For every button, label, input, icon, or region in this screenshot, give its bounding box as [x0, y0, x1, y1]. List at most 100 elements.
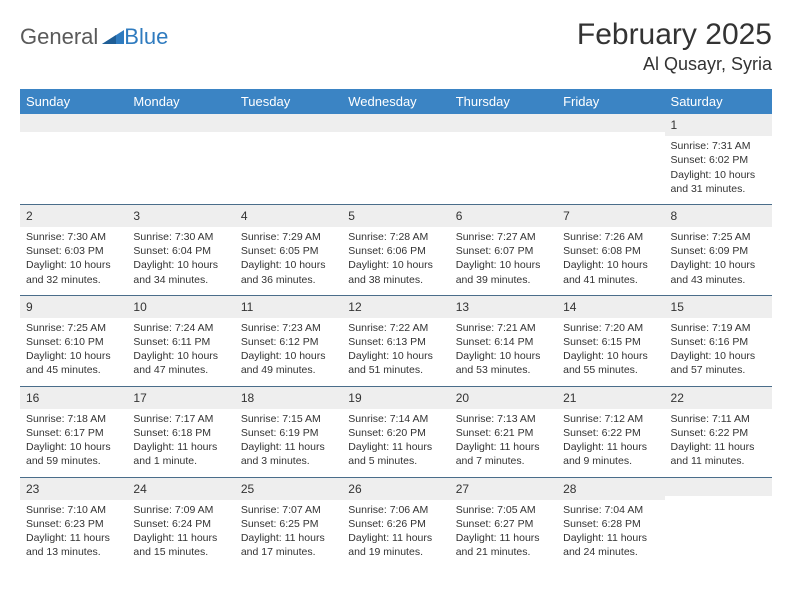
col-saturday: Saturday	[665, 89, 772, 114]
daylight-line: Daylight: 10 hours and 41 minutes.	[563, 258, 658, 286]
day-cell: 24Sunrise: 7:09 AMSunset: 6:24 PMDayligh…	[127, 477, 234, 567]
col-friday: Friday	[557, 89, 664, 114]
daylight-line: Daylight: 11 hours and 13 minutes.	[26, 531, 121, 559]
day-number: 4	[235, 205, 342, 227]
day-details: Sunrise: 7:25 AMSunset: 6:09 PMDaylight:…	[665, 227, 772, 295]
day-details: Sunrise: 7:04 AMSunset: 6:28 PMDaylight:…	[557, 500, 664, 568]
day-cell: 6Sunrise: 7:27 AMSunset: 6:07 PMDaylight…	[450, 204, 557, 295]
day-details: Sunrise: 7:29 AMSunset: 6:05 PMDaylight:…	[235, 227, 342, 295]
day-details	[235, 132, 342, 196]
day-details: Sunrise: 7:28 AMSunset: 6:06 PMDaylight:…	[342, 227, 449, 295]
day-cell: 4Sunrise: 7:29 AMSunset: 6:05 PMDaylight…	[235, 204, 342, 295]
day-details: Sunrise: 7:21 AMSunset: 6:14 PMDaylight:…	[450, 318, 557, 386]
daylight-line: Daylight: 10 hours and 57 minutes.	[671, 349, 766, 377]
sunrise-line: Sunrise: 7:28 AM	[348, 230, 443, 244]
sunset-line: Sunset: 6:08 PM	[563, 244, 658, 258]
sunrise-line: Sunrise: 7:12 AM	[563, 412, 658, 426]
sunrise-line: Sunrise: 7:20 AM	[563, 321, 658, 335]
sunrise-line: Sunrise: 7:15 AM	[241, 412, 336, 426]
sunrise-line: Sunrise: 7:14 AM	[348, 412, 443, 426]
sunset-line: Sunset: 6:09 PM	[671, 244, 766, 258]
day-number: 23	[20, 478, 127, 500]
sunrise-line: Sunrise: 7:09 AM	[133, 503, 228, 517]
title-block: February 2025 Al Qusayr, Syria	[577, 18, 772, 75]
daylight-line: Daylight: 11 hours and 11 minutes.	[671, 440, 766, 468]
sunset-line: Sunset: 6:21 PM	[456, 426, 551, 440]
sunrise-line: Sunrise: 7:13 AM	[456, 412, 551, 426]
sunrise-line: Sunrise: 7:30 AM	[26, 230, 121, 244]
daylight-line: Daylight: 11 hours and 15 minutes.	[133, 531, 228, 559]
day-details: Sunrise: 7:07 AMSunset: 6:25 PMDaylight:…	[235, 500, 342, 568]
day-number: 7	[557, 205, 664, 227]
sunrise-line: Sunrise: 7:30 AM	[133, 230, 228, 244]
day-details: Sunrise: 7:27 AMSunset: 6:07 PMDaylight:…	[450, 227, 557, 295]
calendar-table: Sunday Monday Tuesday Wednesday Thursday…	[20, 89, 772, 567]
day-details: Sunrise: 7:30 AMSunset: 6:03 PMDaylight:…	[20, 227, 127, 295]
daylight-line: Daylight: 10 hours and 32 minutes.	[26, 258, 121, 286]
logo: General Blue	[20, 18, 168, 50]
sunrise-line: Sunrise: 7:10 AM	[26, 503, 121, 517]
daylight-line: Daylight: 11 hours and 3 minutes.	[241, 440, 336, 468]
day-cell	[127, 114, 234, 204]
sunrise-line: Sunrise: 7:29 AM	[241, 230, 336, 244]
sunrise-line: Sunrise: 7:25 AM	[26, 321, 121, 335]
day-cell	[20, 114, 127, 204]
day-details: Sunrise: 7:25 AMSunset: 6:10 PMDaylight:…	[20, 318, 127, 386]
day-details: Sunrise: 7:26 AMSunset: 6:08 PMDaylight:…	[557, 227, 664, 295]
day-number: 2	[20, 205, 127, 227]
sunrise-line: Sunrise: 7:26 AM	[563, 230, 658, 244]
sunset-line: Sunset: 6:03 PM	[26, 244, 121, 258]
day-number: 12	[342, 296, 449, 318]
day-details: Sunrise: 7:15 AMSunset: 6:19 PMDaylight:…	[235, 409, 342, 477]
day-number: 18	[235, 387, 342, 409]
sunset-line: Sunset: 6:17 PM	[26, 426, 121, 440]
day-details: Sunrise: 7:22 AMSunset: 6:13 PMDaylight:…	[342, 318, 449, 386]
day-cell: 10Sunrise: 7:24 AMSunset: 6:11 PMDayligh…	[127, 295, 234, 386]
day-details	[342, 132, 449, 196]
day-cell: 5Sunrise: 7:28 AMSunset: 6:06 PMDaylight…	[342, 204, 449, 295]
sunset-line: Sunset: 6:06 PM	[348, 244, 443, 258]
sunrise-line: Sunrise: 7:25 AM	[671, 230, 766, 244]
day-cell: 27Sunrise: 7:05 AMSunset: 6:27 PMDayligh…	[450, 477, 557, 567]
day-details: Sunrise: 7:09 AMSunset: 6:24 PMDaylight:…	[127, 500, 234, 568]
daylight-line: Daylight: 10 hours and 59 minutes.	[26, 440, 121, 468]
col-thursday: Thursday	[450, 89, 557, 114]
day-number: 10	[127, 296, 234, 318]
sunset-line: Sunset: 6:23 PM	[26, 517, 121, 531]
daylight-line: Daylight: 10 hours and 55 minutes.	[563, 349, 658, 377]
day-details: Sunrise: 7:20 AMSunset: 6:15 PMDaylight:…	[557, 318, 664, 386]
daylight-line: Daylight: 11 hours and 19 minutes.	[348, 531, 443, 559]
day-number: 6	[450, 205, 557, 227]
day-cell: 22Sunrise: 7:11 AMSunset: 6:22 PMDayligh…	[665, 386, 772, 477]
day-details: Sunrise: 7:10 AMSunset: 6:23 PMDaylight:…	[20, 500, 127, 568]
day-number: 20	[450, 387, 557, 409]
day-number	[127, 114, 234, 132]
sunset-line: Sunset: 6:16 PM	[671, 335, 766, 349]
logo-text-2: Blue	[124, 24, 168, 50]
day-cell: 25Sunrise: 7:07 AMSunset: 6:25 PMDayligh…	[235, 477, 342, 567]
daylight-line: Daylight: 10 hours and 49 minutes.	[241, 349, 336, 377]
day-details	[665, 496, 772, 560]
day-cell: 12Sunrise: 7:22 AMSunset: 6:13 PMDayligh…	[342, 295, 449, 386]
day-number: 27	[450, 478, 557, 500]
day-cell: 17Sunrise: 7:17 AMSunset: 6:18 PMDayligh…	[127, 386, 234, 477]
week-row: 16Sunrise: 7:18 AMSunset: 6:17 PMDayligh…	[20, 386, 772, 477]
day-number: 19	[342, 387, 449, 409]
daylight-line: Daylight: 10 hours and 43 minutes.	[671, 258, 766, 286]
sunset-line: Sunset: 6:10 PM	[26, 335, 121, 349]
day-cell: 9Sunrise: 7:25 AMSunset: 6:10 PMDaylight…	[20, 295, 127, 386]
col-sunday: Sunday	[20, 89, 127, 114]
daylight-line: Daylight: 11 hours and 17 minutes.	[241, 531, 336, 559]
sunrise-line: Sunrise: 7:31 AM	[671, 139, 766, 153]
day-cell: 14Sunrise: 7:20 AMSunset: 6:15 PMDayligh…	[557, 295, 664, 386]
day-details: Sunrise: 7:18 AMSunset: 6:17 PMDaylight:…	[20, 409, 127, 477]
sunset-line: Sunset: 6:05 PM	[241, 244, 336, 258]
week-row: 23Sunrise: 7:10 AMSunset: 6:23 PMDayligh…	[20, 477, 772, 567]
day-number: 17	[127, 387, 234, 409]
day-number: 1	[665, 114, 772, 136]
day-cell: 21Sunrise: 7:12 AMSunset: 6:22 PMDayligh…	[557, 386, 664, 477]
sunset-line: Sunset: 6:22 PM	[563, 426, 658, 440]
daylight-line: Daylight: 11 hours and 9 minutes.	[563, 440, 658, 468]
day-number: 11	[235, 296, 342, 318]
daylight-line: Daylight: 11 hours and 7 minutes.	[456, 440, 551, 468]
